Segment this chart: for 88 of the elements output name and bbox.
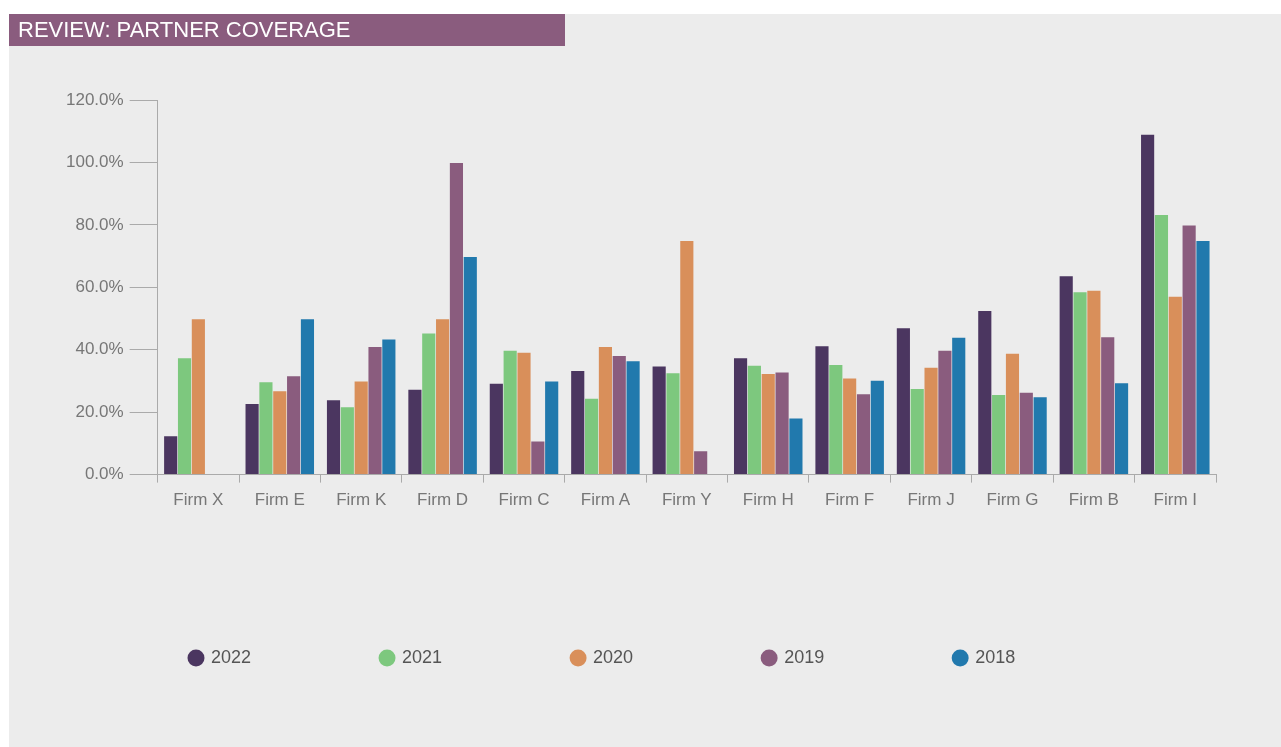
bar bbox=[598, 346, 612, 475]
bar bbox=[300, 319, 315, 475]
bar bbox=[652, 366, 666, 475]
bar bbox=[1059, 276, 1073, 475]
legend-label: 2019 bbox=[784, 646, 825, 667]
bar bbox=[503, 350, 517, 475]
bar bbox=[1101, 337, 1115, 475]
bar bbox=[938, 350, 952, 475]
bar bbox=[612, 355, 626, 475]
x-tick-label: Firm E bbox=[254, 490, 305, 510]
legend-label: 2021 bbox=[402, 646, 443, 667]
bar bbox=[1073, 292, 1087, 475]
y-tick-label: 120.0% bbox=[65, 89, 124, 109]
bar bbox=[775, 372, 789, 475]
bar bbox=[585, 398, 599, 475]
bar bbox=[164, 436, 178, 475]
x-tick-label: Firm C bbox=[498, 490, 550, 510]
bar bbox=[245, 404, 259, 475]
y-tick-label: 80.0% bbox=[75, 214, 124, 234]
bar bbox=[992, 395, 1006, 475]
bar bbox=[368, 346, 382, 475]
bar bbox=[843, 378, 857, 475]
y-tick-label: 60.0% bbox=[75, 276, 124, 296]
bar bbox=[489, 383, 503, 475]
bar bbox=[626, 361, 640, 475]
bar bbox=[1154, 214, 1169, 475]
bar bbox=[1114, 383, 1129, 475]
x-tick-label: Firm B bbox=[1068, 490, 1119, 510]
legend-label: 2018 bbox=[975, 646, 1016, 667]
x-tick-label: Firm I bbox=[1153, 490, 1198, 510]
y-tick-label: 40.0% bbox=[75, 339, 124, 359]
legend-label: 2020 bbox=[593, 646, 634, 667]
bar bbox=[694, 451, 708, 475]
bar bbox=[910, 389, 924, 475]
bar bbox=[354, 381, 368, 475]
bar bbox=[191, 319, 205, 475]
bar bbox=[436, 319, 450, 475]
bar bbox=[680, 241, 694, 475]
x-tick-label: Firm J bbox=[907, 490, 955, 510]
bar bbox=[1141, 134, 1155, 475]
y-tick-label: 0.0% bbox=[84, 464, 124, 484]
bar bbox=[1168, 296, 1182, 475]
bar bbox=[273, 391, 287, 475]
bar bbox=[463, 257, 477, 475]
bar bbox=[408, 389, 422, 475]
x-tick-label: Firm D bbox=[417, 490, 469, 510]
bar bbox=[1005, 353, 1020, 475]
y-tick-label: 100.0% bbox=[65, 152, 124, 172]
x-tick-label: Firm H bbox=[742, 490, 794, 510]
bar bbox=[1087, 290, 1101, 475]
chart-title: REVIEW: PARTNER COVERAGE bbox=[9, 14, 565, 46]
bar bbox=[177, 358, 192, 475]
bar bbox=[517, 352, 531, 475]
bar bbox=[449, 163, 464, 475]
x-tick-label: Firm K bbox=[336, 490, 387, 510]
bar bbox=[1019, 392, 1033, 475]
bar bbox=[259, 382, 273, 475]
bar bbox=[287, 376, 301, 475]
bar bbox=[815, 346, 829, 475]
bar bbox=[870, 380, 884, 475]
bar bbox=[896, 328, 910, 475]
bar bbox=[666, 373, 680, 475]
bar bbox=[747, 365, 761, 475]
bar bbox=[1196, 241, 1210, 475]
bar bbox=[829, 365, 843, 475]
legend-label: 2022 bbox=[211, 646, 252, 667]
bar bbox=[978, 311, 992, 475]
bar bbox=[571, 370, 585, 475]
x-tick-label: Firm G bbox=[986, 490, 1039, 510]
bar bbox=[1182, 225, 1196, 475]
x-tick-label: Firm X bbox=[173, 490, 224, 510]
bar bbox=[531, 441, 545, 475]
bar bbox=[924, 367, 938, 475]
bar bbox=[789, 418, 803, 475]
y-tick-label: 20.0% bbox=[75, 401, 124, 421]
x-tick-label: Firm A bbox=[580, 490, 631, 510]
x-tick-label: Firm F bbox=[825, 490, 875, 510]
bar bbox=[422, 333, 436, 475]
bar bbox=[382, 339, 396, 475]
bar bbox=[952, 337, 966, 475]
bar bbox=[761, 374, 775, 475]
bar bbox=[856, 394, 871, 475]
bar bbox=[326, 400, 341, 475]
bar bbox=[1033, 397, 1047, 475]
bar bbox=[340, 407, 354, 475]
x-tick-label: Firm Y bbox=[661, 490, 712, 510]
bar bbox=[733, 358, 748, 475]
bar bbox=[545, 381, 559, 475]
